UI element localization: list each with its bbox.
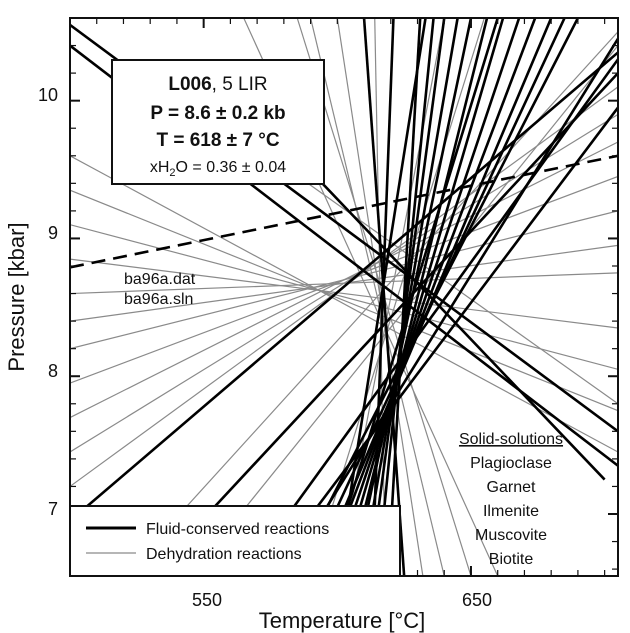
xh2o-subscript: 2 <box>169 167 175 179</box>
dehydration-reaction-line <box>374 18 387 576</box>
info-box: L006, 5 LIR P = 8.6 ± 0.2 kb T = 618 ± 7… <box>111 59 325 185</box>
xh2o-result: xH2O = 0.36 ± 0.04 <box>150 159 286 179</box>
y-tick-label: 7 <box>48 499 58 519</box>
fluid-conserved-reaction-line <box>370 18 395 576</box>
x-tick-label: 550 <box>192 590 222 610</box>
solid-solution-item: Garnet <box>487 479 536 496</box>
legend: Fluid-conserved reactions Dehydration re… <box>69 505 401 577</box>
dashed-line <box>70 154 618 269</box>
fluid-conserved-reaction-line <box>368 18 446 576</box>
dashed-reference-line <box>70 154 618 269</box>
solid-solution-item: Ilmenite <box>483 503 539 520</box>
dehydration-reaction-line <box>70 189 618 412</box>
x-axis-label: Temperature [°C] <box>259 608 426 633</box>
dehydration-reaction-line <box>70 155 618 453</box>
fluid-conserved-reaction-line <box>336 18 427 576</box>
dat-file-label: ba96a.dat <box>124 271 196 288</box>
sample-id: L006 <box>168 74 211 95</box>
fluid-conserved-reaction-line <box>325 18 499 576</box>
fluid-conserved-reaction-line <box>338 18 505 576</box>
temperature-result: T = 618 ± 7 °C <box>156 130 279 151</box>
axis-ticks <box>70 17 618 576</box>
solid-solution-item: Plagioclase <box>470 455 552 472</box>
legend-label-fluid: Fluid-conserved reactions <box>146 521 329 538</box>
x-tick-label: 650 <box>462 590 492 610</box>
fluid-conserved-reaction-line <box>376 18 435 576</box>
fluid-conserved-reaction-lines <box>70 18 618 576</box>
legend-label-dehydration: Dehydration reactions <box>146 546 302 563</box>
xh2o-prefix: xH <box>150 159 170 176</box>
sln-file-label: ba96a.sln <box>124 291 193 308</box>
fluid-conserved-reaction-line <box>362 18 406 576</box>
fluid-conserved-reaction-line <box>149 72 618 576</box>
y-axis-label: Pressure [kbar] <box>4 222 29 371</box>
fluid-conserved-reaction-line <box>282 37 618 576</box>
sample-label: L006, 5 LIR <box>168 74 267 95</box>
fluid-conserved-reaction-line <box>322 18 537 576</box>
solid-solution-item: Muscovite <box>475 527 547 544</box>
y-tick-label: 9 <box>48 223 58 243</box>
fluid-conserved-reaction-line <box>346 18 489 576</box>
y-tick-label: 8 <box>48 361 58 381</box>
xh2o-suffix: O = 0.36 ± 0.04 <box>176 159 287 176</box>
y-tick-label: 10 <box>38 85 58 105</box>
solid-solutions-list: Solid-solutions Plagioclase Garnet Ilmen… <box>459 431 563 568</box>
fluid-conserved-reaction-line <box>70 51 618 522</box>
fluid-conserved-reaction-line <box>360 18 459 576</box>
fluid-conserved-reaction-line <box>264 106 618 576</box>
fluid-conserved-reaction-line <box>242 58 618 576</box>
fluid-conserved-reaction-line <box>330 18 521 576</box>
solid-solutions-title: Solid-solutions <box>459 431 563 448</box>
fluid-conserved-reaction-line <box>386 18 422 576</box>
dehydration-reaction-line <box>310 18 445 576</box>
dehydration-reaction-line <box>70 258 618 329</box>
sample-suffix: , 5 LIR <box>212 74 268 95</box>
solid-solution-item: Biotite <box>489 551 534 568</box>
pressure-result: P = 8.6 ± 0.2 kb <box>150 103 285 124</box>
